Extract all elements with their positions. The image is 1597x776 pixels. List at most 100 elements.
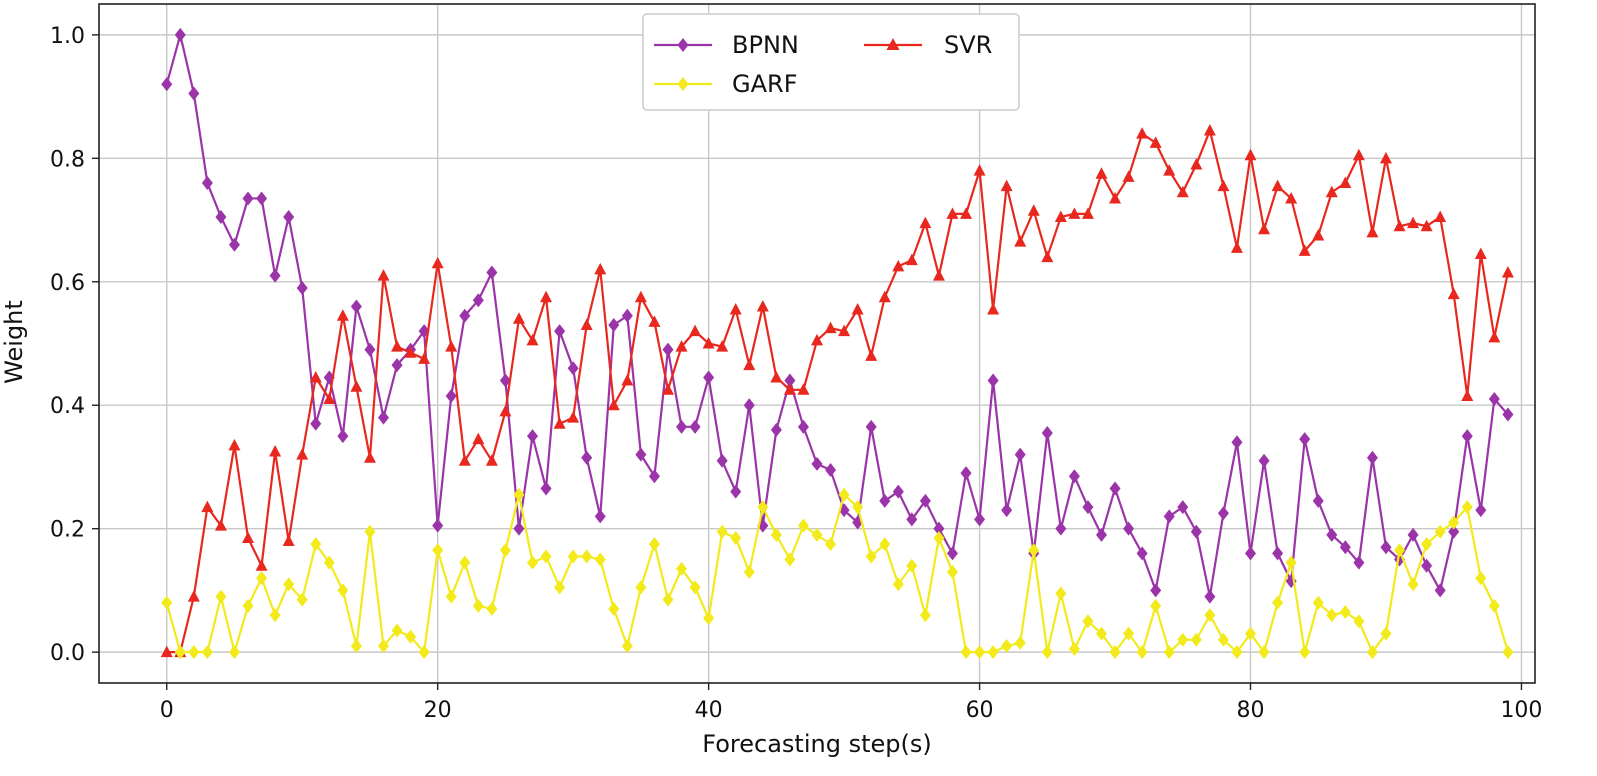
- y-tick-label: 0.2: [50, 518, 85, 543]
- data-point-bpnn: [1109, 481, 1121, 496]
- data-point-svr: [932, 269, 945, 281]
- data-point-garf: [337, 583, 349, 598]
- data-point-svr: [1136, 127, 1149, 139]
- data-point-bpnn: [445, 388, 457, 403]
- data-point-svr: [783, 383, 796, 395]
- y-tick-label: 1.0: [50, 24, 85, 49]
- data-point-svr: [1285, 191, 1298, 204]
- data-point-garf: [1245, 626, 1257, 641]
- data-point-svr: [472, 432, 485, 445]
- data-point-bpnn: [1366, 450, 1378, 465]
- data-point-svr: [1258, 222, 1271, 235]
- data-point-svr: [973, 164, 986, 176]
- data-point-bpnn: [269, 268, 281, 283]
- data-point-bpnn: [174, 27, 186, 42]
- data-point-bpnn: [635, 447, 647, 462]
- data-point-garf: [174, 645, 186, 660]
- x-tick-label: 40: [695, 698, 723, 723]
- data-point-bpnn: [933, 521, 945, 536]
- data-point-svr: [607, 398, 620, 411]
- data-point-svr: [363, 451, 376, 463]
- data-point-svr: [1217, 179, 1230, 192]
- data-point-garf: [472, 598, 484, 613]
- data-point-garf: [1407, 577, 1419, 592]
- data-point-garf: [1434, 524, 1446, 539]
- data-point-bpnn: [676, 419, 688, 434]
- data-point-svr: [1230, 241, 1243, 253]
- data-point-svr: [458, 454, 471, 466]
- grid: [99, 4, 1535, 683]
- data-point-svr: [960, 207, 973, 219]
- data-point-svr: [1447, 287, 1460, 300]
- y-tick-label: 0.8: [50, 147, 85, 172]
- data-point-bpnn: [1488, 392, 1500, 407]
- data-point-garf: [269, 608, 281, 623]
- ticks: 0 20 40 60 80 100 0.0 0.2 0.4 0.6 0.8 1.0: [50, 24, 1542, 723]
- data-point-svr: [1488, 330, 1501, 343]
- data-point-svr: [391, 340, 404, 352]
- data-point-svr: [201, 500, 214, 513]
- legend-item-bpnn: BPNN: [654, 31, 799, 59]
- data-point-svr: [1434, 210, 1447, 222]
- y-axis-title: Weight: [0, 300, 28, 384]
- data-point-svr: [580, 318, 593, 330]
- data-point-svr: [1339, 176, 1352, 189]
- data-point-svr: [594, 262, 607, 275]
- x-tick-label: 20: [424, 698, 452, 723]
- data-point-bpnn: [188, 86, 200, 101]
- data-point-bpnn: [743, 398, 755, 413]
- data-point-bpnn: [1095, 527, 1107, 542]
- data-point-svr: [1407, 216, 1420, 229]
- data-point-garf: [1163, 645, 1175, 660]
- data-point-garf: [1272, 595, 1284, 610]
- data-point-svr: [919, 216, 932, 229]
- data-point-garf: [716, 524, 728, 539]
- data-point-svr: [526, 333, 539, 346]
- data-point-bpnn: [228, 237, 240, 252]
- data-point-svr: [255, 559, 268, 571]
- data-point-garf: [256, 571, 268, 586]
- data-point-bpnn: [513, 521, 525, 536]
- data-point-bpnn: [364, 342, 376, 357]
- data-point-garf: [797, 518, 809, 533]
- data-point-bpnn: [987, 373, 999, 388]
- data-point-garf: [1326, 608, 1338, 623]
- data-point-garf: [1353, 614, 1365, 629]
- data-point-garf: [391, 623, 403, 638]
- data-point-bpnn: [1434, 583, 1446, 598]
- data-point-svr: [377, 269, 390, 281]
- data-point-garf: [676, 561, 688, 576]
- data-point-svr: [1244, 148, 1257, 161]
- data-point-garf: [1394, 543, 1406, 558]
- data-point-bpnn: [1258, 453, 1270, 468]
- data-point-bpnn: [770, 422, 782, 437]
- data-point-svr: [838, 324, 851, 337]
- data-point-svr: [553, 417, 566, 429]
- data-point-bpnn: [242, 191, 254, 206]
- data-point-svr: [1203, 124, 1216, 136]
- data-point-svr: [1352, 148, 1365, 161]
- data-point-garf: [1082, 614, 1094, 629]
- data-point-svr: [797, 383, 810, 395]
- data-point-garf: [1461, 500, 1473, 515]
- data-point-garf: [1475, 571, 1487, 586]
- data-point-bpnn: [1068, 469, 1080, 484]
- data-point-garf: [513, 487, 525, 502]
- data-point-svr: [661, 383, 674, 395]
- series-bpnn: [161, 27, 1514, 604]
- data-point-svr: [1366, 225, 1379, 238]
- data-point-garf: [1366, 645, 1378, 660]
- data-point-bpnn: [1245, 546, 1257, 561]
- data-point-garf: [1014, 635, 1026, 650]
- data-point-bpnn: [1272, 546, 1284, 561]
- data-point-bpnn: [1163, 509, 1175, 524]
- data-point-svr: [689, 324, 702, 337]
- plot-frame: [98, 3, 1536, 684]
- data-point-garf: [1285, 555, 1297, 570]
- y-tick-label: 0.4: [50, 394, 85, 419]
- data-point-bpnn: [391, 358, 403, 373]
- data-point-garf: [1258, 645, 1270, 660]
- data-point-garf: [838, 487, 850, 502]
- data-point-svr: [1190, 157, 1203, 170]
